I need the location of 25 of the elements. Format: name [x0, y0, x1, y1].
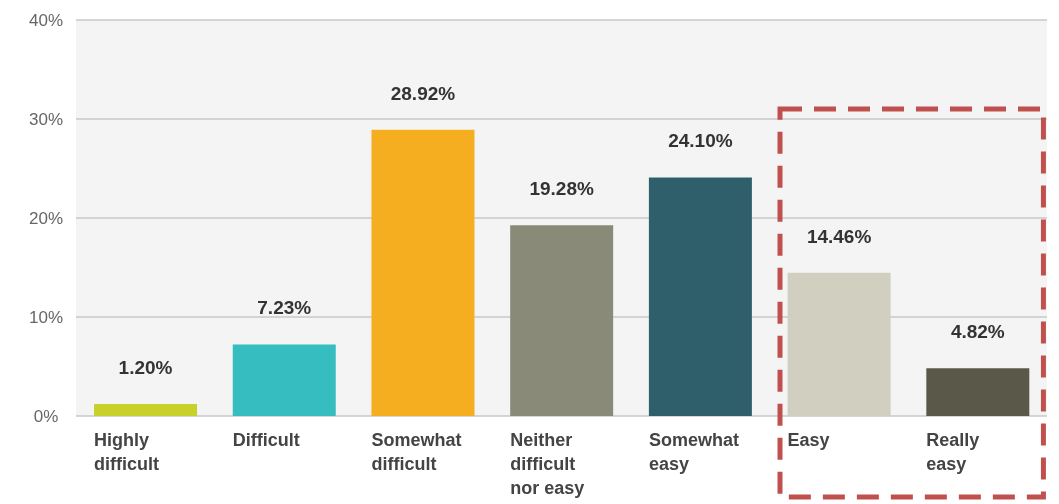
y-tick-label: 0% [33, 407, 59, 427]
x-tick-label: Difficult [232, 430, 300, 450]
data-label: 19.28% [529, 178, 594, 200]
data-label: 7.23% [257, 297, 312, 319]
x-tick-label: Somewhat difficult [371, 430, 462, 474]
bar [94, 404, 198, 416]
y-tick-label: 10% [28, 308, 64, 328]
data-label: 14.46% [806, 225, 872, 247]
x-tick-label: Neither difficult nor easy [510, 430, 585, 498]
data-label: 4.82% [950, 321, 1005, 343]
bar [510, 225, 614, 416]
data-label: 24.10% [668, 130, 733, 152]
x-tick-label: Somewhat easy [648, 430, 739, 474]
bar [648, 177, 752, 416]
x-tick-label: Easy [787, 430, 830, 450]
bar [926, 368, 1030, 416]
x-tick-label: Really easy [926, 430, 980, 474]
bar [232, 344, 336, 416]
y-tick-label: 30% [28, 110, 64, 130]
data-label: 28.92% [390, 82, 456, 104]
y-tick-label: 20% [28, 209, 64, 229]
data-label: 1.20% [118, 357, 173, 379]
y-tick-label: 40% [28, 11, 64, 31]
x-tick-label: Highly difficult [94, 430, 160, 474]
bar [371, 129, 475, 416]
